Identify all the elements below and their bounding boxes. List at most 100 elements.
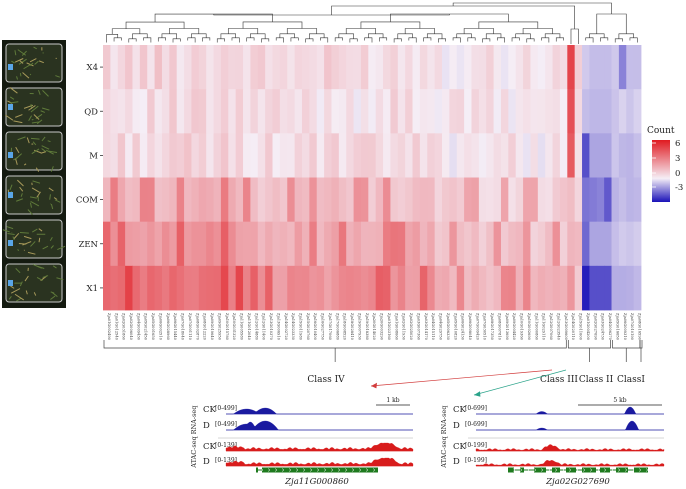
heatmap-cell xyxy=(537,177,546,223)
plant-leaf xyxy=(9,101,19,104)
heatmap-cell xyxy=(383,89,391,134)
heatmap-cell xyxy=(206,45,214,90)
heatmap-cell xyxy=(582,45,590,90)
strand-arrow xyxy=(295,468,299,472)
gene-label: Zja09G004420 xyxy=(512,313,516,341)
gene-name: Zja11G000860 xyxy=(284,477,349,487)
dendrogram-link xyxy=(242,21,303,29)
strand-arrow xyxy=(344,468,348,472)
heatmap-cell xyxy=(508,133,517,178)
plant-leaf xyxy=(10,285,15,289)
gene-label: Zja09G013690 xyxy=(505,313,509,341)
heatmap-cell xyxy=(338,265,347,311)
gene-exon xyxy=(508,467,514,473)
heatmap-cell xyxy=(147,177,155,223)
plant-leaf xyxy=(49,194,51,200)
heatmap-cell xyxy=(427,265,436,311)
heatmap-cell xyxy=(508,89,517,134)
heatmap-cell xyxy=(449,45,458,90)
heatmap-cell xyxy=(596,265,605,311)
strand-arrow xyxy=(519,468,523,472)
gene-label: Zja10G002690 xyxy=(527,313,531,341)
plant-leaf xyxy=(50,203,54,210)
plant-leaf xyxy=(18,58,27,65)
heatmap-cell xyxy=(117,221,126,267)
heatmap-cell xyxy=(596,177,605,223)
heatmap-cell xyxy=(397,177,406,223)
heatmap-cell xyxy=(390,89,399,134)
range-label: [0-499] xyxy=(215,421,237,428)
heatmap-cell xyxy=(500,45,509,90)
plant-leaf xyxy=(14,50,17,56)
heatmap-cell xyxy=(213,221,222,267)
coverage-track xyxy=(476,420,664,431)
gene-label: Zja06G024130 xyxy=(461,313,465,341)
gene-label: Zja01G023160 xyxy=(387,313,391,341)
heatmap-cell xyxy=(405,177,413,223)
dendrogram-link xyxy=(169,28,200,34)
plant-leaf xyxy=(37,265,45,269)
heatmap-cell xyxy=(353,265,362,311)
heatmap-cell xyxy=(243,89,251,134)
heatmap-cell xyxy=(471,221,480,267)
legend-colorbar xyxy=(652,140,670,202)
heatmap-cell xyxy=(486,265,494,311)
plant-leaf xyxy=(21,50,27,56)
heatmap-cell xyxy=(324,177,332,223)
gene-label: Zja11G029110 xyxy=(542,313,546,341)
heatmap-cell xyxy=(530,265,539,311)
heatmap-cell xyxy=(611,265,620,311)
gene-label: Zja07G001110 xyxy=(188,313,192,341)
heatmap-cell xyxy=(493,89,502,134)
heatmap-cell xyxy=(309,265,318,311)
range-label: [0-699] xyxy=(465,421,487,428)
heatmap-cell xyxy=(206,133,214,178)
heatmap-cell xyxy=(103,133,111,178)
dendrogram-link xyxy=(154,13,273,23)
heatmap-cell xyxy=(198,45,207,90)
dendrogram-link xyxy=(331,5,575,29)
gene-label: Zja14G020110 xyxy=(571,313,575,341)
heatmap-cell xyxy=(147,265,155,311)
heatmap-cell xyxy=(500,89,509,134)
row-label: M xyxy=(89,151,98,161)
heatmap-cell xyxy=(530,133,539,178)
strand-arrow xyxy=(274,468,278,472)
strand-arrow xyxy=(610,468,614,472)
heatmap-cell xyxy=(360,177,369,223)
strand-arrow xyxy=(575,468,579,472)
plant-leaf xyxy=(15,146,20,154)
heatmap-cell xyxy=(331,133,340,178)
heatmap-cell xyxy=(552,221,561,267)
gene-label: Zja14G023330 xyxy=(291,313,295,341)
heatmap-cell xyxy=(110,89,119,134)
heatmap-cell xyxy=(220,177,229,223)
plant-leaf xyxy=(29,196,37,199)
plant-leaf xyxy=(19,60,24,64)
heatmap-cell xyxy=(287,177,296,223)
heatmap-cell xyxy=(530,221,539,267)
class-brackets: Class IV Class III Class II ClassI xyxy=(103,340,645,397)
gene-label: Zja17G006880 xyxy=(335,313,339,341)
gene-label: Zja13G009600 xyxy=(564,313,568,341)
plant-leaf xyxy=(19,186,24,192)
range-label: [0-139] xyxy=(215,457,237,464)
heatmap-cell xyxy=(618,45,627,90)
heatmap-cell xyxy=(375,89,384,134)
heatmap-cell xyxy=(169,221,178,267)
heatmap-cell xyxy=(486,89,494,134)
strand-arrow xyxy=(631,468,635,472)
heatmap-cell xyxy=(176,265,185,311)
heatmap-cell xyxy=(287,133,296,178)
heatmap-cell xyxy=(360,133,369,178)
heatmap-cell xyxy=(471,177,480,223)
plant-leaf xyxy=(57,245,66,251)
plant-leaf xyxy=(30,105,39,113)
heatmap-cell xyxy=(184,45,192,90)
heatmap-cell xyxy=(265,265,273,311)
strand-arrow xyxy=(267,468,271,472)
gene-label: Zja01G012540 xyxy=(114,313,118,341)
heatmap-cell xyxy=(139,89,148,134)
plant-photo xyxy=(5,263,63,303)
plant-leaf xyxy=(5,114,14,121)
